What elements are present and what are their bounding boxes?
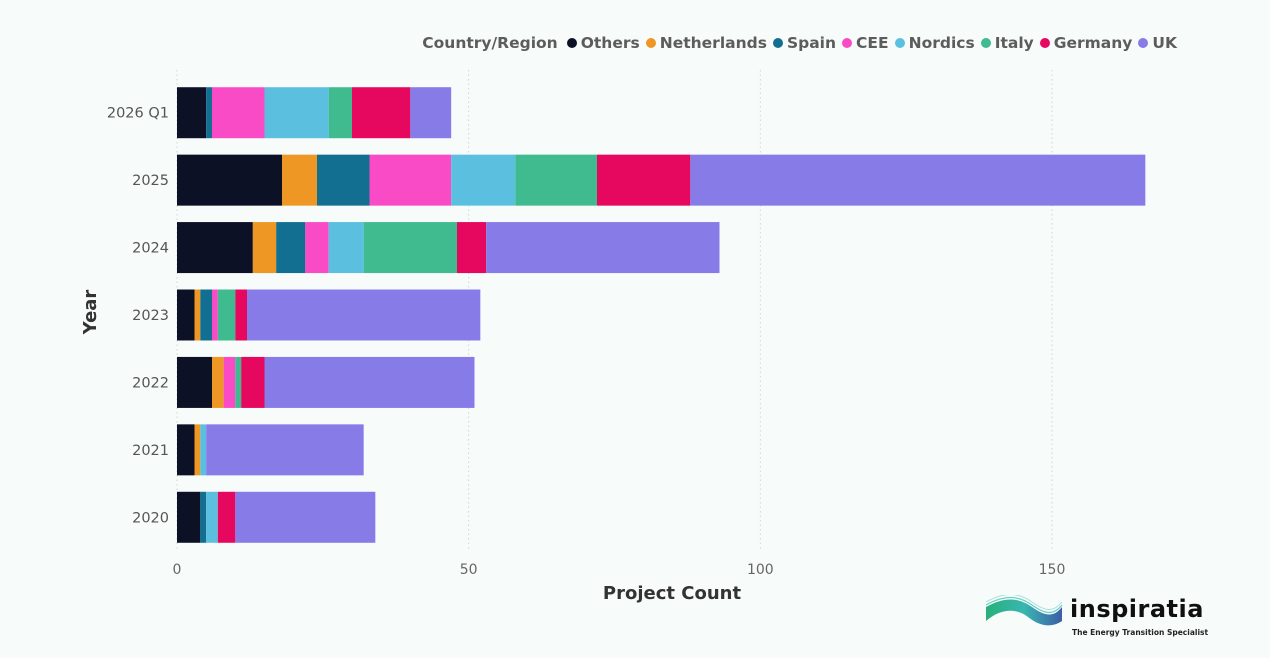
legend-label: Netherlands — [659, 34, 767, 52]
inspiratia-logo: inspiratia The Energy Transition Special… — [984, 593, 1208, 641]
bar-segment-uk-2022 — [264, 356, 475, 408]
legend-item-italy: Italy — [980, 34, 1034, 52]
bar-segment-netherlands-2025 — [282, 154, 317, 206]
logo-name: inspiratia — [1070, 595, 1204, 623]
bar-segment-nordics-2024 — [328, 222, 364, 274]
legend-label: Italy — [994, 34, 1034, 52]
bar-segment-cee-2023 — [212, 289, 218, 341]
bar-segment-netherlands-2022 — [212, 356, 224, 408]
legend-swatch — [980, 38, 991, 48]
y-tick-label: 2025 — [132, 173, 169, 189]
legend-swatch — [1138, 38, 1149, 48]
legend-swatch — [842, 38, 853, 48]
y-tick-label: 2021 — [132, 443, 169, 459]
legend-label: UK — [1152, 34, 1177, 52]
legend-swatch — [566, 38, 577, 48]
x-tick-label: 100 — [747, 562, 774, 578]
bar-segment-nordics-2026-q1 — [264, 87, 329, 139]
bar-segment-italy-2024 — [363, 222, 457, 274]
bar-segment-uk-2020 — [235, 491, 376, 543]
bar-segment-cee-2026-q1 — [212, 87, 265, 139]
legend-title: Country/Region — [422, 34, 558, 52]
bar-segment-cee-2025 — [369, 154, 452, 206]
legend-item-uk: UK — [1138, 34, 1177, 52]
bar-segment-germany-2020 — [217, 491, 236, 543]
y-tick-label: 2020 — [132, 510, 169, 526]
legend-item-others: Others — [566, 34, 640, 52]
bar-segment-spain-2020 — [200, 491, 207, 543]
bar-segment-others-2026-q1 — [177, 87, 207, 139]
legend-swatch — [645, 38, 656, 48]
y-axis-label: Year — [80, 290, 101, 336]
bar-segment-germany-2025 — [597, 154, 691, 206]
bar-segment-others-2020 — [177, 491, 201, 543]
legend-label: CEE — [856, 34, 889, 52]
y-tick-label: 2026 Q1 — [107, 106, 169, 122]
logo-tagline: The Energy Transition Specialist — [1072, 628, 1209, 637]
bar-segment-netherlands-2021 — [194, 424, 201, 476]
bar-segment-nordics-2020 — [206, 491, 218, 543]
bar-segment-spain-2024 — [276, 222, 306, 274]
bar-segment-spain-2026-q1 — [206, 87, 212, 139]
bar-segment-italy-2025 — [515, 154, 597, 206]
x-tick-label: 0 — [173, 562, 182, 578]
bar-segment-italy-2023 — [217, 289, 236, 341]
bar-segment-netherlands-2023 — [194, 289, 201, 341]
bars — [177, 87, 1146, 543]
legend-item-germany: Germany — [1039, 34, 1133, 52]
legend-item-netherlands: Netherlands — [645, 34, 767, 52]
bar-segment-cee-2022 — [223, 356, 236, 408]
legend-item-nordics: Nordics — [894, 34, 975, 52]
legend-swatch — [772, 38, 783, 48]
bar-segment-italy-2026-q1 — [328, 87, 352, 139]
legend-items: Others Netherlands Spain CEE Nordics Italy Ger… — [566, 34, 1177, 52]
legend-item-spain: Spain — [772, 34, 837, 52]
bar-segment-netherlands-2024 — [252, 222, 277, 274]
wave-logo-icon — [985, 595, 1063, 626]
bar-segment-germany-2023 — [235, 289, 247, 341]
legend-swatch — [894, 38, 905, 48]
legend-label: Nordics — [908, 34, 975, 52]
bar-segment-uk-2021 — [206, 424, 364, 476]
x-tick-label: 150 — [1039, 562, 1066, 578]
bar-segment-spain-2025 — [317, 154, 370, 206]
bar-segment-others-2022 — [177, 356, 212, 408]
legend-label: Germany — [1053, 34, 1133, 52]
bar-segment-cee-2024 — [305, 222, 329, 274]
bar-segment-italy-2022 — [235, 356, 242, 408]
y-tick-label: 2024 — [132, 241, 169, 257]
legend-item-cee: CEE — [842, 34, 889, 52]
bar-segment-germany-2026-q1 — [352, 87, 411, 139]
bar-segment-nordics-2021 — [200, 424, 207, 476]
bar-segment-others-2023 — [177, 289, 195, 341]
legend-label: Spain — [786, 34, 837, 52]
bar-segment-germany-2022 — [241, 356, 265, 408]
bar-segment-uk-2024 — [486, 222, 720, 274]
bar-segment-germany-2024 — [457, 222, 487, 274]
y-tick-labels: 2026 Q1 2025 2024 2023 2022 2021 2020 — [107, 106, 169, 527]
x-axis-label: Project Count — [603, 583, 742, 604]
bar-segment-nordics-2025 — [451, 154, 516, 206]
y-tick-label: 2022 — [132, 375, 169, 391]
x-tick-label: 50 — [460, 562, 478, 578]
bar-segment-others-2021 — [177, 424, 195, 476]
legend: Country/Region Others Netherlands Spain CEE… — [422, 34, 1177, 52]
legend-swatch — [1039, 38, 1050, 48]
bar-segment-others-2025 — [177, 154, 282, 206]
bar-segment-uk-2025 — [690, 154, 1146, 206]
bar-segment-others-2024 — [177, 222, 253, 274]
bar-segment-uk-2023 — [247, 289, 481, 341]
y-tick-label: 2023 — [132, 308, 169, 324]
bar-segment-spain-2023 — [200, 289, 212, 341]
bar-segment-uk-2026-q1 — [410, 87, 452, 139]
legend-label: Others — [580, 34, 640, 52]
x-tick-labels: 0 50 100 150 — [173, 562, 1066, 578]
